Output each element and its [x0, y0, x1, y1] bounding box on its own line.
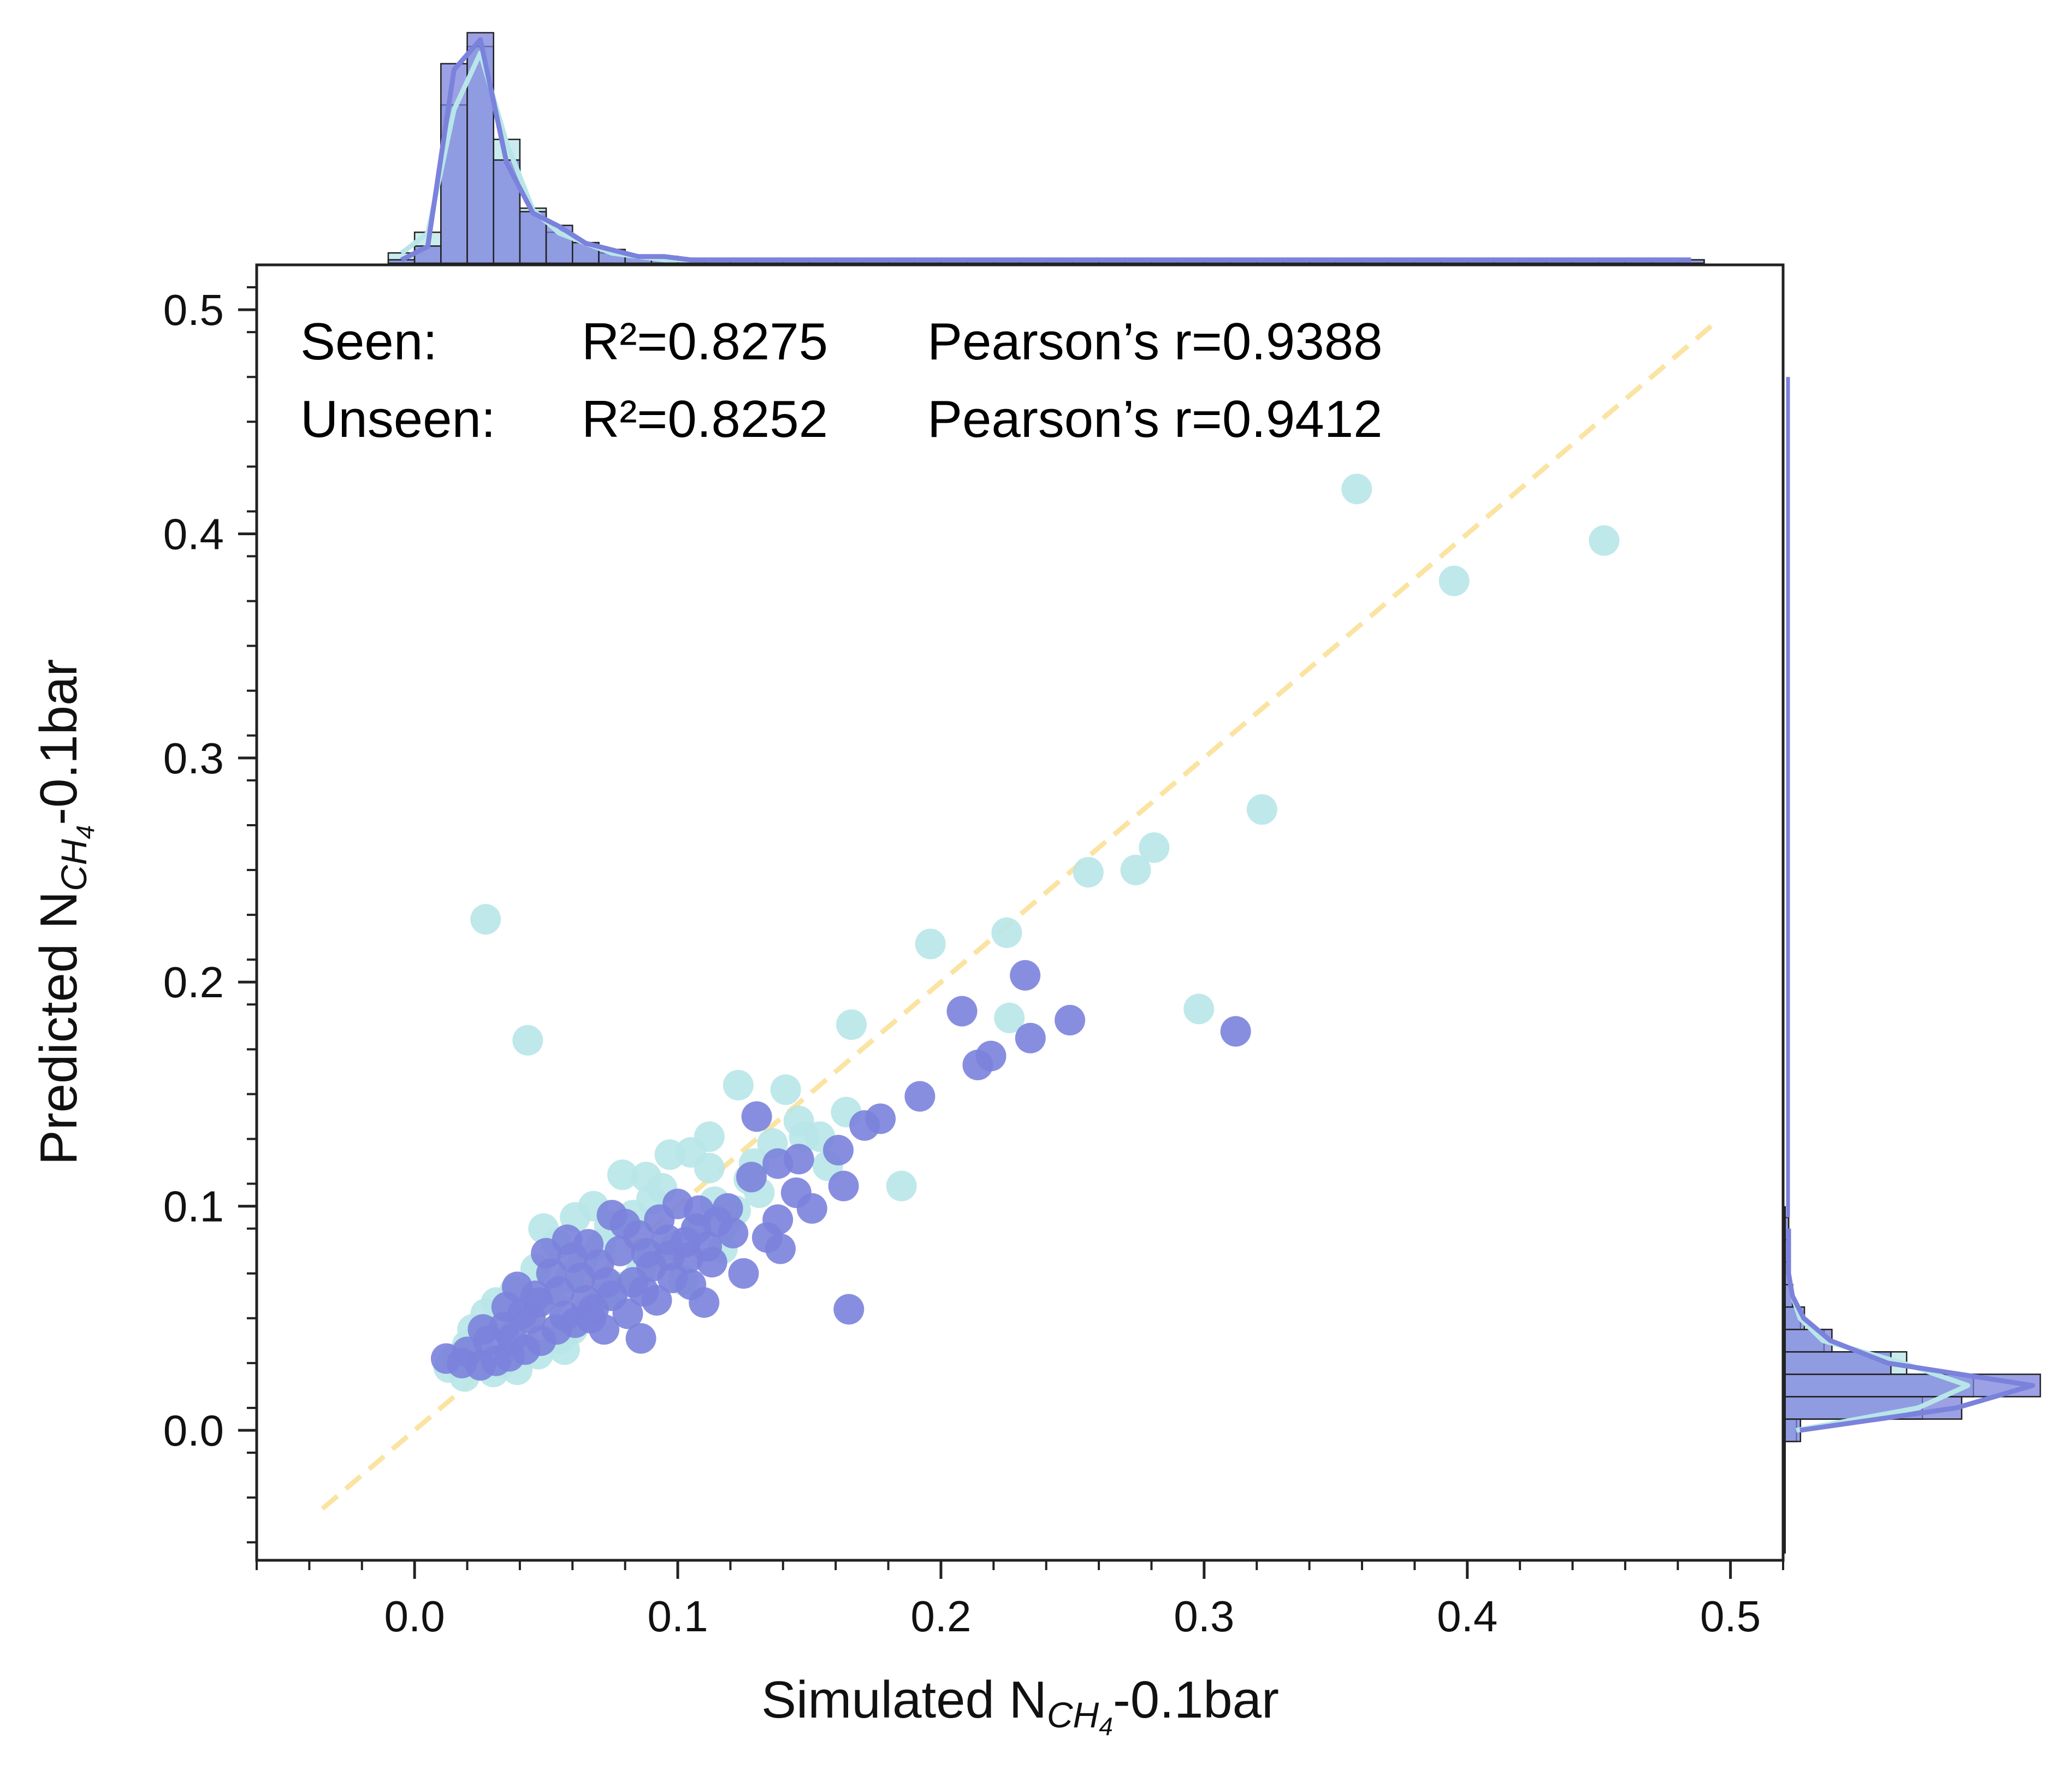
point-unseen — [994, 1002, 1025, 1033]
x-tick-label: 0.5 — [1700, 1592, 1761, 1641]
y-tick-label: 0.5 — [163, 286, 224, 334]
point-seen — [515, 1303, 546, 1334]
x-tick-label: 0.3 — [1174, 1592, 1234, 1641]
x-axis: 0.0 0.1 0.2 0.3 0.4 0.5 — [256, 1560, 1784, 1641]
point-seen — [467, 1314, 499, 1345]
point-seen — [962, 1050, 993, 1081]
y-tick-label: 0.3 — [163, 734, 224, 783]
seen-pearson: Pearson’s r=0.9388 — [927, 312, 1382, 371]
point-seen — [1015, 1022, 1046, 1053]
plot-frame — [255, 263, 1785, 1562]
point-seen — [718, 1217, 749, 1248]
x-hist-bar-seen — [387, 259, 416, 264]
point-unseen — [1341, 473, 1372, 505]
point-unseen — [886, 1170, 917, 1201]
y-tick-label: 0.0 — [163, 1406, 224, 1455]
point-unseen — [991, 917, 1022, 948]
point-seen — [1010, 960, 1041, 991]
point-seen — [741, 1101, 772, 1132]
point-unseen — [512, 1025, 543, 1056]
point-seen — [628, 1276, 659, 1307]
point-seen — [1220, 1016, 1251, 1047]
point-seen — [612, 1298, 643, 1329]
point-unseen — [694, 1152, 725, 1183]
point-unseen — [1589, 525, 1620, 556]
x-tick-label: 0.1 — [647, 1592, 708, 1641]
marginal-x-histogram — [387, 32, 1705, 264]
point-seen — [573, 1229, 604, 1260]
point-seen — [765, 1233, 796, 1264]
y-label-sub: CH — [54, 839, 94, 891]
point-seen — [691, 1231, 723, 1262]
y-tick-label: 0.2 — [163, 958, 224, 1007]
point-unseen — [607, 1159, 638, 1191]
point-seen — [833, 1294, 865, 1325]
seen-label: Seen: — [300, 312, 437, 371]
point-unseen — [1120, 855, 1151, 886]
point-unseen — [915, 928, 946, 960]
point-unseen — [836, 1009, 867, 1040]
scatter-points — [430, 473, 1620, 1392]
point-unseen — [1073, 857, 1104, 888]
y-tick-label: 0.1 — [163, 1182, 224, 1231]
point-seen — [849, 1110, 880, 1141]
x-tick-label: 0.4 — [1437, 1592, 1497, 1641]
point-unseen — [654, 1139, 685, 1170]
x-label-sub: CH — [1047, 1695, 1099, 1735]
y-axis-label: Predicted NCH4-0.1bar — [29, 659, 99, 1165]
point-unseen — [1438, 565, 1470, 596]
point-seen — [1055, 1004, 1086, 1035]
point-seen — [531, 1238, 562, 1269]
marginal-y-histogram — [1784, 377, 2041, 1554]
y-axis: 0.0 0.1 0.2 0.3 0.4 0.5 — [163, 286, 257, 1544]
x-tick-label: 0.2 — [910, 1592, 971, 1641]
point-seen — [652, 1224, 683, 1256]
unseen-pearson: Pearson’s r=0.9412 — [927, 390, 1382, 448]
y-tick-label: 0.4 — [163, 510, 224, 558]
x-tick-label: 0.0 — [384, 1592, 445, 1641]
point-seen — [549, 1300, 580, 1331]
point-seen — [676, 1269, 707, 1300]
point-seen — [609, 1209, 641, 1240]
unseen-r2: R²=0.8252 — [582, 390, 828, 448]
point-seen — [828, 1170, 859, 1201]
y-label-prefix: Predicted N — [29, 891, 88, 1165]
point-seen — [822, 1135, 854, 1166]
point-unseen — [1246, 794, 1277, 825]
x-axis-label: Simulated NCH4-0.1bar — [761, 1671, 1279, 1741]
seen-r2: R²=0.8275 — [582, 312, 828, 371]
unseen-label: Unseen: — [300, 390, 496, 448]
point-unseen — [770, 1074, 801, 1105]
point-seen — [728, 1258, 759, 1289]
point-unseen — [1139, 832, 1170, 863]
x-label-prefix: Simulated N — [761, 1671, 1047, 1729]
point-seen — [491, 1292, 522, 1323]
x-kde-seen — [400, 37, 1691, 263]
point-unseen — [783, 1105, 814, 1136]
x-label-subsub: 4 — [1099, 1712, 1113, 1741]
x-label-suffix: -0.1bar — [1113, 1671, 1279, 1729]
point-seen — [683, 1195, 714, 1226]
point-seen — [796, 1193, 827, 1224]
y-label-subsub: 4 — [71, 825, 99, 839]
point-seen — [591, 1267, 622, 1298]
point-seen — [946, 996, 978, 1027]
point-seen — [625, 1323, 656, 1354]
point-seen — [576, 1303, 607, 1334]
point-seen — [762, 1148, 794, 1179]
point-unseen — [470, 904, 501, 935]
point-unseen — [723, 1069, 754, 1100]
point-seen — [736, 1162, 767, 1193]
point-seen — [496, 1323, 528, 1354]
point-seen — [904, 1081, 936, 1112]
point-unseen — [1183, 993, 1215, 1025]
y-label-suffix: -0.1bar — [29, 659, 88, 825]
y-kde-seen — [1786, 1228, 2035, 1433]
